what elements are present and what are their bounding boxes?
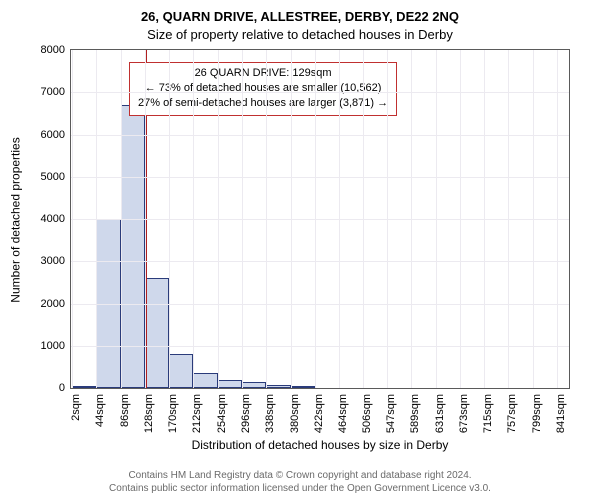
x-tick-label: 338sqm — [265, 394, 276, 433]
gridline-v — [218, 50, 219, 388]
y-tick-label: 8000 — [41, 44, 65, 56]
header-address: 26, QUARN DRIVE, ALLESTREE, DERBY, DE22 … — [0, 9, 600, 24]
footer: Contains HM Land Registry data © Crown c… — [0, 469, 600, 495]
histogram-bar — [169, 354, 193, 388]
x-tick-label: 86sqm — [120, 394, 131, 427]
y-tick-label: 2000 — [41, 298, 65, 310]
histogram-bar — [145, 278, 169, 388]
gridline-v — [411, 50, 412, 388]
x-tick-label: 380sqm — [290, 394, 301, 433]
gridline-v — [533, 50, 534, 388]
gridline-v — [72, 50, 73, 388]
gridline-v — [557, 50, 558, 388]
gridline-v — [508, 50, 509, 388]
y-tick-label: 4000 — [41, 213, 65, 225]
histogram-bar — [72, 386, 96, 388]
y-tick-label: 7000 — [41, 86, 65, 98]
x-tick-label: 254sqm — [217, 394, 228, 433]
chart-title: Size of property relative to detached ho… — [0, 27, 600, 42]
y-axis-label-wrap: Number of detached properties — [8, 50, 24, 390]
x-tick-label: 547sqm — [386, 394, 397, 433]
histogram-bar — [242, 382, 266, 388]
y-tick-label: 6000 — [41, 129, 65, 141]
x-tick-label: 841sqm — [556, 394, 567, 433]
gridline-v — [193, 50, 194, 388]
footer-line-2: Contains public sector information licen… — [0, 482, 600, 495]
x-tick-label: 2sqm — [71, 394, 82, 421]
gridline-v — [339, 50, 340, 388]
x-tick-label: 422sqm — [314, 394, 325, 433]
x-tick-label: 631sqm — [435, 394, 446, 433]
x-tick-label: 128sqm — [144, 394, 155, 433]
x-tick-label: 673sqm — [459, 394, 470, 433]
gridline-v — [460, 50, 461, 388]
annotation-line-1: 26 QUARN DRIVE: 129sqm — [138, 66, 388, 81]
x-tick-label: 464sqm — [338, 394, 349, 433]
histogram-bar — [266, 385, 290, 388]
gridline-v — [387, 50, 388, 388]
gridline-v — [291, 50, 292, 388]
annotation-line-2: ← 73% of detached houses are smaller (10… — [138, 81, 388, 96]
gridline-v — [242, 50, 243, 388]
x-tick-label: 589sqm — [410, 394, 421, 433]
gridline-v — [96, 50, 97, 388]
y-axis-label: Number of detached properties — [9, 137, 23, 302]
gridline-v — [363, 50, 364, 388]
histogram-bar — [291, 386, 315, 388]
x-axis-label: Distribution of detached houses by size … — [70, 438, 570, 452]
x-tick-label: 212sqm — [192, 394, 203, 433]
y-tick-label: 1000 — [41, 340, 65, 352]
plot-area: 26 QUARN DRIVE: 129sqm ← 73% of detached… — [70, 49, 570, 389]
page: { "header": { "address": "26, QUARN DRIV… — [0, 0, 600, 500]
y-tick-label: 3000 — [41, 255, 65, 267]
gridline-v — [121, 50, 122, 388]
gridline-v — [484, 50, 485, 388]
gridline-v — [315, 50, 316, 388]
x-tick-label: 715sqm — [483, 394, 494, 433]
gridline-v — [266, 50, 267, 388]
gridline-v — [169, 50, 170, 388]
x-tick-label: 296sqm — [241, 394, 252, 433]
x-tick-label: 44sqm — [95, 394, 106, 427]
y-tick-label: 5000 — [41, 171, 65, 183]
x-tick-label: 799sqm — [532, 394, 543, 433]
gridline-v — [436, 50, 437, 388]
histogram-bar — [193, 373, 217, 388]
x-tick-label: 757sqm — [507, 394, 518, 433]
histogram-bar — [218, 380, 242, 388]
footer-line-1: Contains HM Land Registry data © Crown c… — [0, 469, 600, 482]
x-tick-label: 506sqm — [362, 394, 373, 433]
x-tick-label: 170sqm — [168, 394, 179, 433]
y-tick-label: 0 — [59, 382, 65, 394]
gridline-v — [145, 50, 146, 388]
annotation-line-3: 27% of semi-detached houses are larger (… — [138, 96, 388, 111]
